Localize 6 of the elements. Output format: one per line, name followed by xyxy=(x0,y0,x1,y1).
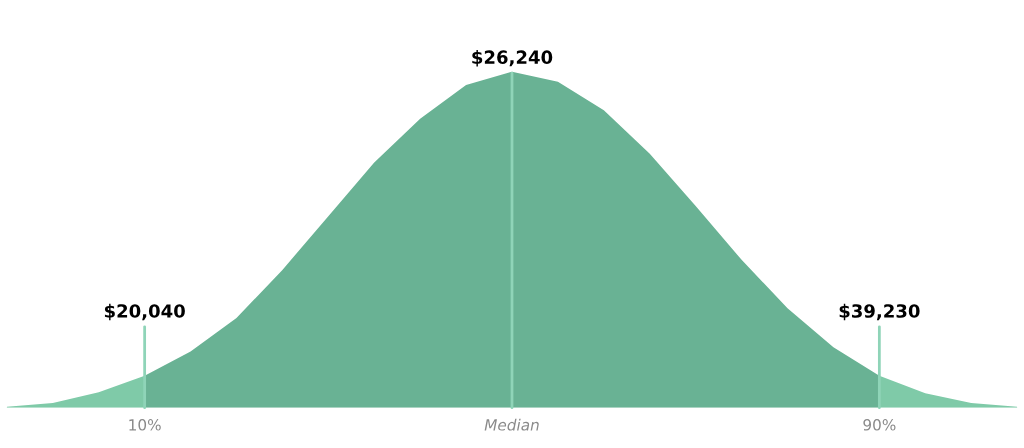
annotation: $20,040 xyxy=(104,303,185,321)
x-tick-label: 10% xyxy=(129,419,161,431)
x-tick-label: 90% xyxy=(863,419,896,431)
annotation: $39,230 xyxy=(839,303,920,321)
annotation: $26,240 xyxy=(472,50,553,67)
x-tick-label: Median xyxy=(484,418,539,431)
